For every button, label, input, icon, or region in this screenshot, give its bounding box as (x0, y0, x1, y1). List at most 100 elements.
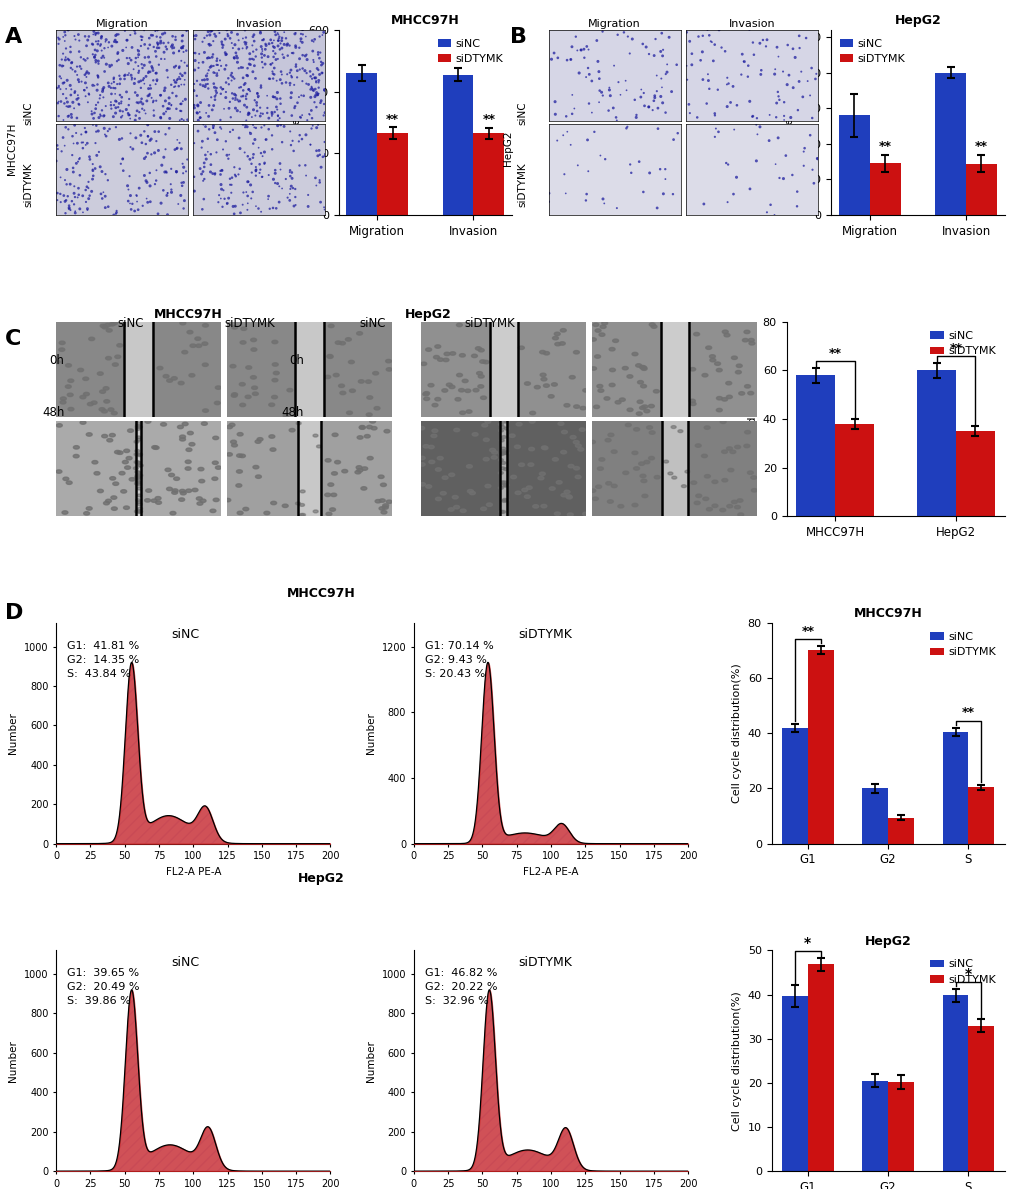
Circle shape (632, 451, 637, 454)
Point (258, 130, 274, 149)
Y-axis label: Number: Number (8, 712, 18, 754)
Point (105, 107, 121, 126)
Point (157, 125, 173, 144)
Point (103, 95, 119, 114)
Circle shape (605, 482, 611, 485)
Point (69, 133, 86, 152)
Point (87, 45, 103, 64)
Title: MHCC97H: MHCC97H (853, 608, 921, 621)
Circle shape (138, 454, 142, 457)
Point (279, 188, 296, 207)
Point (78, 37, 95, 56)
Circle shape (744, 384, 750, 388)
Circle shape (653, 390, 658, 394)
Point (132, 37, 149, 56)
Point (725, 77, 741, 96)
Circle shape (173, 477, 179, 480)
Circle shape (136, 422, 141, 424)
Circle shape (272, 340, 277, 344)
Circle shape (484, 484, 490, 487)
Point (145, 71, 161, 90)
Point (222, 175, 238, 194)
Point (148, 132, 164, 151)
Circle shape (203, 323, 208, 327)
Circle shape (97, 372, 103, 376)
Point (113, 88, 129, 107)
Circle shape (435, 497, 441, 501)
Circle shape (639, 474, 645, 478)
Circle shape (598, 333, 604, 336)
Point (123, 38, 140, 57)
Point (50, 139, 66, 158)
Circle shape (419, 463, 425, 466)
Point (159, 99, 175, 118)
Point (795, 156, 811, 175)
Point (307, 169, 323, 188)
Point (207, 124, 223, 143)
Point (267, 161, 283, 180)
Point (108, 92, 124, 111)
Point (123, 51, 140, 70)
Point (267, 25, 283, 44)
Circle shape (539, 351, 545, 354)
Point (277, 170, 293, 189)
Point (646, 88, 662, 107)
Point (271, 108, 287, 127)
Point (200, 130, 216, 149)
Point (260, 189, 276, 208)
Point (311, 172, 327, 191)
Point (261, 69, 277, 88)
Point (302, 105, 318, 124)
Point (250, 199, 266, 218)
Point (70, 178, 87, 197)
Point (130, 63, 147, 82)
Point (101, 119, 117, 138)
Point (124, 194, 141, 213)
Point (173, 51, 190, 70)
Point (653, 77, 669, 96)
Point (207, 90, 223, 109)
Bar (660, 322, 688, 417)
Circle shape (428, 446, 434, 448)
Circle shape (102, 434, 108, 438)
Circle shape (589, 440, 595, 443)
Point (163, 95, 179, 114)
Circle shape (334, 460, 340, 464)
Circle shape (203, 409, 208, 413)
Circle shape (171, 377, 177, 380)
Circle shape (296, 422, 301, 424)
Point (217, 88, 233, 107)
Point (657, 103, 674, 122)
Point (555, 165, 572, 184)
Circle shape (560, 451, 566, 454)
Point (244, 163, 260, 182)
Text: siNC: siNC (23, 101, 34, 125)
Point (316, 200, 332, 219)
Point (788, 196, 804, 215)
Point (103, 56, 119, 75)
Circle shape (709, 354, 714, 358)
Point (312, 145, 328, 164)
Point (120, 54, 137, 73)
Point (196, 189, 212, 208)
Circle shape (726, 395, 732, 398)
Point (681, 32, 697, 51)
Point (718, 97, 735, 117)
Circle shape (325, 459, 331, 463)
Point (236, 74, 253, 93)
Point (313, 158, 329, 177)
Point (268, 97, 284, 117)
Point (213, 34, 229, 54)
Point (176, 191, 193, 210)
Point (267, 23, 283, 42)
Point (302, 136, 318, 155)
Point (118, 31, 135, 50)
Point (311, 171, 327, 190)
Circle shape (84, 511, 90, 515)
Circle shape (636, 411, 642, 415)
Circle shape (610, 484, 616, 487)
Circle shape (357, 332, 362, 335)
Point (298, 166, 314, 185)
Circle shape (431, 434, 436, 438)
Point (253, 202, 269, 221)
